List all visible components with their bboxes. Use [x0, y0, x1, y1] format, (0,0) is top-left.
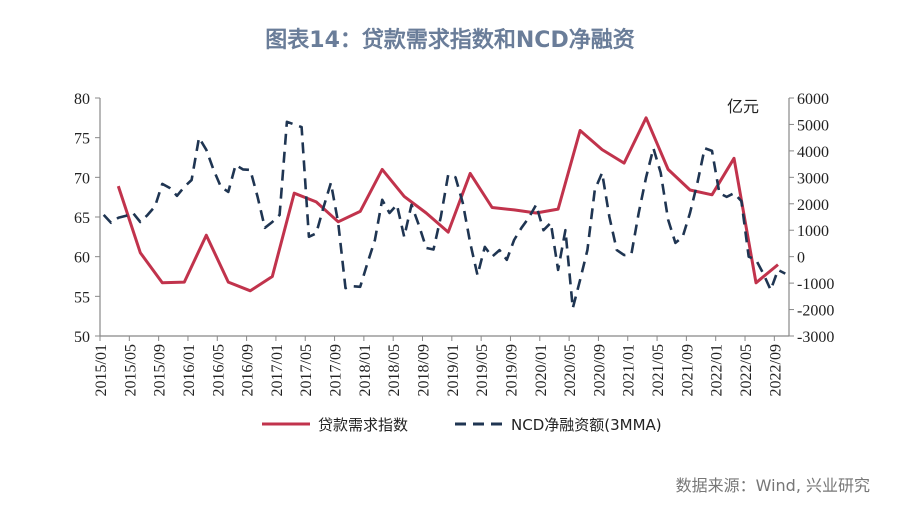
- legend-label: NCD净融资额(3MMA): [511, 416, 662, 434]
- legend-label: 贷款需求指数: [318, 416, 408, 434]
- right-tick-label: -2000: [797, 303, 834, 320]
- x-tick-label: 2022/09: [767, 344, 784, 396]
- x-tick-label: 2017/09: [328, 344, 345, 396]
- x-tick-label: 2022/01: [709, 344, 726, 396]
- right-tick-label: 4000: [797, 144, 829, 161]
- left-tick-label: 75: [74, 131, 90, 148]
- left-tick-label: 80: [74, 91, 90, 108]
- source-note: 数据来源：Wind, 兴业研究: [675, 476, 870, 495]
- x-tick-label: 2016/05: [210, 344, 227, 396]
- x-tick-label: 2022/05: [738, 344, 755, 396]
- left-tick-label: 70: [74, 170, 90, 187]
- x-tick-label: 2015/09: [152, 344, 169, 396]
- right-tick-label: 6000: [797, 91, 829, 108]
- series-line-1: [102, 120, 786, 310]
- right-tick-label: 3000: [797, 170, 829, 187]
- chart-title: 图表14：贷款需求指数和NCD净融资: [265, 28, 635, 53]
- x-tick-label: 2015/05: [122, 344, 139, 396]
- x-tick-label: 2019/09: [503, 344, 520, 396]
- x-tick-label: 2020/01: [533, 344, 550, 396]
- right-tick-label: -3000: [797, 329, 834, 346]
- right-tick-label: 1000: [797, 223, 829, 240]
- x-tick-label: 2017/01: [269, 344, 286, 396]
- x-tick-label: 2019/01: [445, 344, 462, 396]
- x-tick-label: 2018/09: [416, 344, 433, 396]
- x-tick-label: 2020/09: [591, 344, 608, 396]
- right-axis-unit: 亿元: [727, 97, 759, 116]
- right-tick-label: 5000: [797, 117, 829, 134]
- x-tick-label: 2016/01: [181, 344, 198, 396]
- right-tick-label: -1000: [797, 276, 834, 293]
- x-tick-label: 2021/01: [621, 344, 638, 396]
- x-tick-label: 2021/05: [650, 344, 667, 396]
- x-tick-label: 2020/05: [562, 344, 579, 396]
- x-tick-label: 2016/09: [240, 344, 257, 396]
- x-tick-label: 2018/05: [386, 344, 403, 396]
- right-tick-label: 0: [797, 250, 805, 267]
- left-tick-label: 60: [74, 250, 90, 267]
- series-line-0: [116, 116, 779, 293]
- right-tick-label: 2000: [797, 197, 829, 214]
- x-tick-label: 2018/01: [357, 344, 374, 396]
- x-tick-label: 2015/01: [93, 344, 110, 396]
- left-tick-label: 65: [74, 210, 90, 227]
- x-tick-label: 2021/09: [679, 344, 696, 396]
- x-tick-label: 2019/05: [474, 344, 491, 396]
- left-tick-label: 50: [74, 329, 90, 346]
- left-tick-label: 55: [74, 289, 90, 306]
- x-tick-label: 2017/05: [298, 344, 315, 396]
